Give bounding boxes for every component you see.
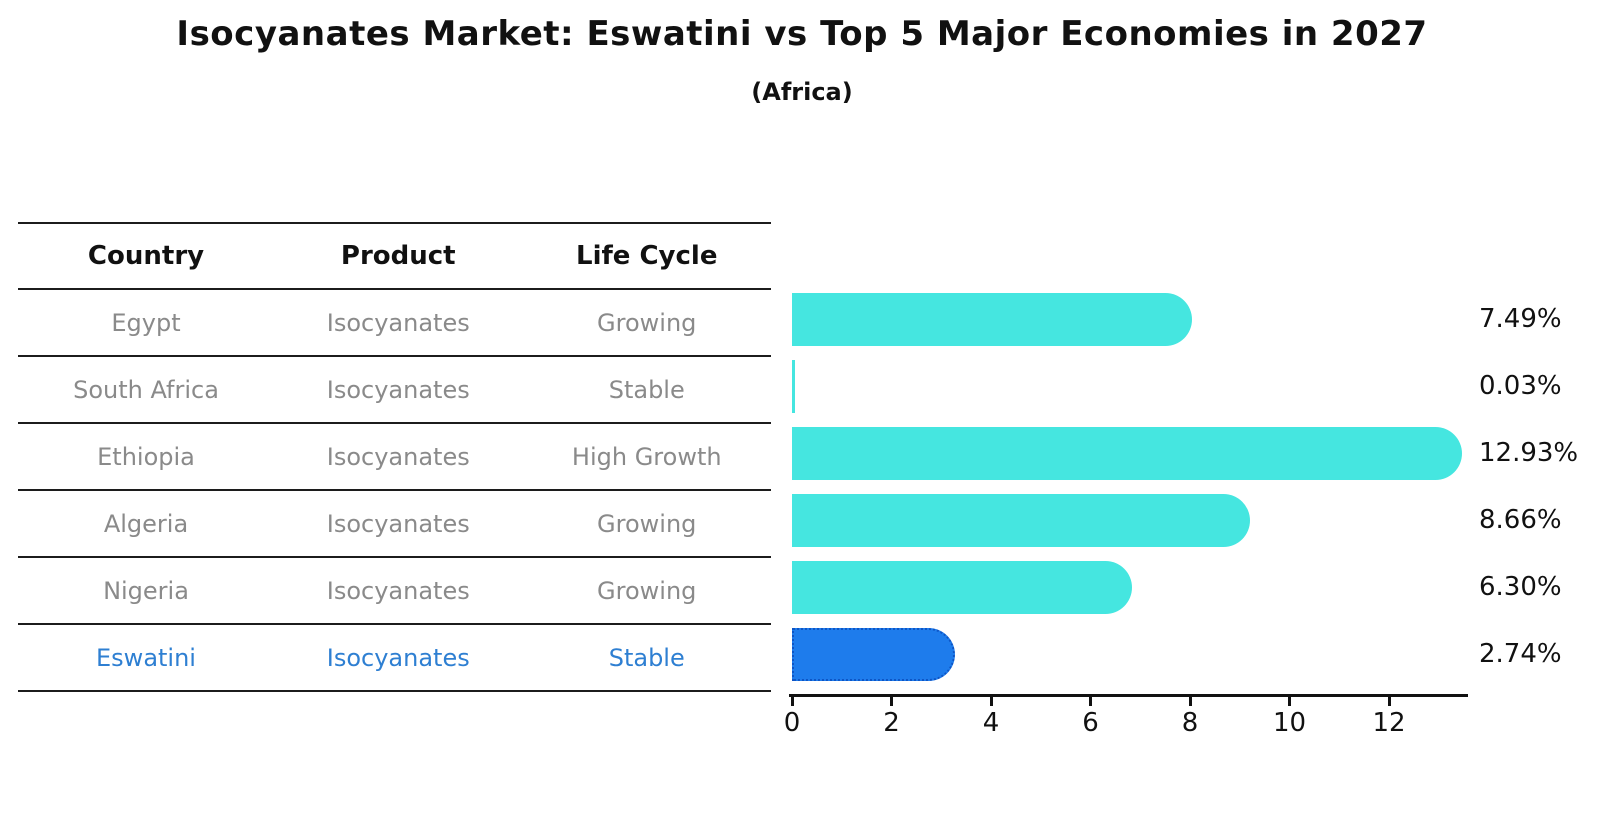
- cell-country: Ethiopia: [97, 442, 195, 471]
- cell-lifecycle: Growing: [597, 308, 697, 337]
- table-header-row: Country Product Life Cycle: [18, 222, 771, 290]
- cell-lifecycle: Stable: [608, 643, 685, 672]
- chart-title: Isocyanates Market: Eswatini vs Top 5 Ma…: [176, 14, 1428, 54]
- bar-value-label: 2.74%: [1479, 639, 1562, 669]
- bar: [792, 293, 1192, 346]
- x-axis-tick-label: 2: [883, 708, 900, 738]
- cell-product: Isocyanates: [326, 643, 470, 672]
- table-body: Egypt Isocyanates Growing South Africa Isocy…: [18, 290, 771, 692]
- cell-country: Algeria: [103, 509, 189, 538]
- column-header-country: Country: [87, 241, 205, 271]
- bar-value-label: 0.03%: [1479, 371, 1562, 401]
- bar-value-label: 8.66%: [1479, 505, 1562, 535]
- cell-lifecycle: Growing: [597, 509, 697, 538]
- x-axis-tick-label: 0: [783, 708, 801, 738]
- bar-value-label: 12.93%: [1479, 438, 1579, 468]
- x-axis-tick-label: 12: [1372, 708, 1406, 738]
- cell-country: Nigeria: [103, 576, 189, 605]
- bar: [792, 561, 1133, 614]
- cell-country: South Africa: [73, 375, 219, 404]
- x-axis-tick: [1288, 697, 1291, 706]
- cell-country: Egypt: [111, 308, 181, 337]
- column-header-product: Product: [340, 241, 456, 271]
- bar: [792, 360, 795, 413]
- x-axis-tick: [890, 697, 893, 706]
- x-axis-tick: [1387, 697, 1391, 706]
- cell-lifecycle: High Growth: [571, 442, 722, 471]
- cell-product: Isocyanates: [326, 308, 470, 337]
- x-axis-tick: [1089, 697, 1092, 706]
- x-axis-tick-label: 8: [1181, 708, 1199, 738]
- cell-lifecycle: Growing: [597, 576, 697, 605]
- cell-product: Isocyanates: [326, 375, 470, 404]
- cell-product: Isocyanates: [326, 576, 470, 605]
- table-row: Nigeria Isocyanates Growing: [18, 558, 771, 625]
- chart-subtitle: (Africa): [751, 78, 853, 106]
- table-row: Ethiopia Isocyanates High Growth: [18, 424, 771, 491]
- bar: [792, 427, 1463, 480]
- x-axis-tick-label: 4: [982, 708, 1000, 738]
- table-row: Algeria Isocyanates Growing: [18, 491, 771, 558]
- x-axis-tick-label: 10: [1272, 708, 1307, 738]
- bar-value-label: 7.49%: [1479, 304, 1562, 334]
- country-table: Country Product Life Cycle Egypt Isocyana…: [18, 222, 771, 692]
- column-header-lifecycle: Life Cycle: [576, 241, 718, 271]
- cell-product: Isocyanates: [326, 442, 470, 471]
- bar-highlight: [792, 628, 956, 681]
- cell-product: Isocyanates: [326, 509, 470, 538]
- x-axis-tick: [989, 697, 993, 706]
- table-row: South Africa Isocyanates Stable: [18, 357, 771, 424]
- bar: [792, 494, 1250, 547]
- bar-value-label: 6.30%: [1479, 572, 1562, 602]
- x-axis-tick-label: 6: [1082, 708, 1099, 738]
- cell-lifecycle: Stable: [608, 375, 685, 404]
- table-row: Eswatini Isocyanates Stable: [18, 625, 771, 692]
- cell-country: Eswatini: [96, 643, 196, 672]
- x-axis-tick: [1188, 697, 1192, 706]
- x-axis-tick: [790, 697, 794, 706]
- table-row: Egypt Isocyanates Growing: [18, 290, 771, 357]
- x-axis-line: [789, 694, 1468, 697]
